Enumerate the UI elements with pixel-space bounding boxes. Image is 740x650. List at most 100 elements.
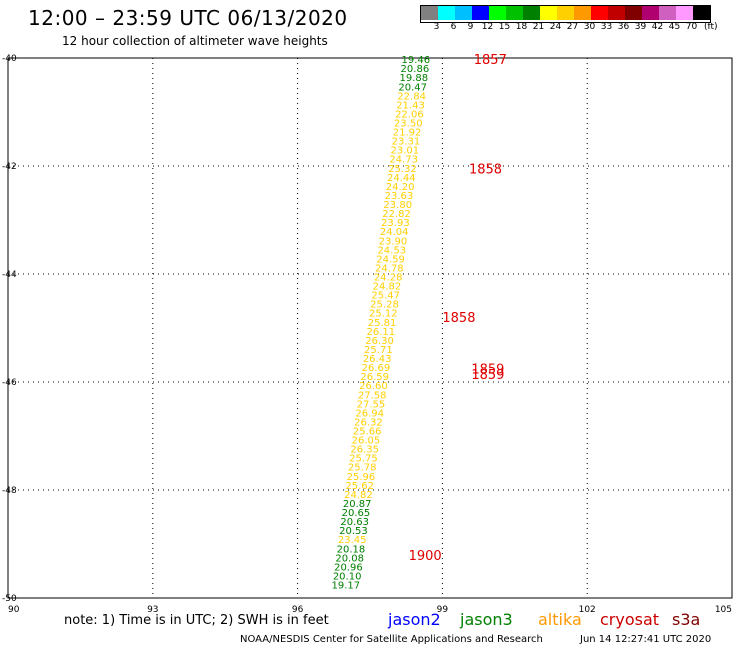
color-swatch — [489, 6, 506, 20]
wave-height-label: 27.55 — [357, 399, 386, 410]
color-scale-label: 45 — [668, 22, 681, 32]
map-tick-labels: 90 93 96 99 102 105 -40 -42 -44 -46 -48 -50 — [2, 54, 732, 615]
color-swatch — [523, 6, 540, 20]
wave-height-label: 20.53 — [339, 526, 368, 537]
color-swatch — [608, 6, 625, 20]
wave-height-label: 25.32 — [388, 164, 417, 175]
pass-time-label: 1859 — [471, 368, 504, 383]
wave-height-label: 25.62 — [345, 481, 374, 492]
color-scale-label: 30 — [583, 22, 596, 32]
wave-height-label: 22.06 — [395, 109, 424, 120]
satellite-legend-item: jason3 — [460, 610, 513, 629]
pass-time-label: 1900 — [409, 549, 442, 564]
wave-height-label: 25.66 — [353, 426, 382, 437]
wave-height-label: 26.59 — [360, 372, 389, 383]
latitude-tick-label: -40 — [2, 54, 17, 64]
wave-height-label: 22.84 — [397, 91, 426, 102]
wave-height-label: 20.47 — [398, 82, 427, 93]
satellite-legend-item: s3a — [672, 610, 701, 629]
wave-height-label: 25.71 — [364, 345, 393, 356]
longitude-tick-label: 93 — [147, 605, 158, 615]
wave-height-label: 24.53 — [377, 245, 406, 256]
wave-height-label: 20.86 — [401, 64, 430, 75]
wave-height-label: 24.04 — [380, 227, 409, 238]
color-swatch — [540, 6, 557, 20]
color-swatch — [421, 6, 438, 20]
wave-height-label: 20.63 — [340, 517, 369, 528]
wave-height-label: 23.45 — [338, 535, 367, 546]
pass-time-label: 1857 — [474, 53, 507, 68]
wave-height-label: 26.43 — [363, 354, 392, 365]
color-scale-label: 21 — [532, 22, 545, 32]
wave-height-label: 19.88 — [399, 73, 428, 84]
wave-height-label: 20.65 — [342, 508, 371, 519]
color-swatch — [574, 6, 591, 20]
satellite-legend-item: altika — [538, 610, 582, 629]
color-scale-unit: (ft) — [704, 22, 718, 32]
footer-note: note: 1) Time is in UTC; 2) SWH is in fe… — [64, 613, 329, 628]
color-swatch — [625, 6, 642, 20]
wave-height-label: 23.01 — [390, 146, 419, 157]
wave-height-label: 25.12 — [369, 309, 398, 320]
wave-height-label: 20.10 — [333, 571, 362, 582]
wave-height-label: 23.31 — [392, 137, 421, 148]
color-scale-label: 70 — [685, 22, 698, 32]
wave-height-label: 25.96 — [347, 472, 376, 483]
wave-height-label: 25.47 — [371, 291, 400, 302]
wave-height-label: 25.75 — [349, 454, 378, 465]
color-scale-label: 42 — [651, 22, 664, 32]
color-swatch — [591, 6, 608, 20]
longitude-tick-label: 90 — [8, 605, 20, 615]
wave-height-label: 26.94 — [355, 408, 384, 419]
latitude-tick-label: -42 — [2, 162, 17, 172]
color-scale-label: 36 — [617, 22, 630, 32]
wave-height-label: 24.44 — [387, 173, 416, 184]
wave-height-label: 23.63 — [385, 191, 414, 202]
map-frame — [7, 57, 733, 599]
wave-height-label: 26.60 — [359, 381, 388, 392]
altimeter-track: 19.4620.8619.8820.4722.8421.4322.0623.50… — [332, 55, 431, 591]
pass-time-label: 1858 — [469, 163, 502, 178]
pass-time-label: 1859 — [471, 363, 504, 378]
map-title: 12:00 – 23:59 UTC 06/13/2020 — [28, 6, 348, 30]
map-subtitle: 12 hour collection of altimeter wave hei… — [62, 34, 328, 48]
color-scale-label: 27 — [566, 22, 579, 32]
color-swatch — [472, 6, 489, 20]
wave-height-label: 20.87 — [343, 499, 372, 510]
latitude-tick-label: -46 — [2, 378, 17, 388]
wave-height-label: 24.82 — [344, 490, 373, 501]
color-swatch — [693, 6, 710, 20]
satellite-legend-item: cryosat — [600, 610, 660, 629]
wave-height-label: 27.58 — [358, 390, 387, 401]
wave-height-label: 25.28 — [370, 300, 399, 311]
wave-height-label: 25.78 — [348, 463, 377, 474]
wave-height-label: 23.90 — [379, 236, 408, 247]
wave-height-label: 24.28 — [374, 272, 403, 283]
wave-height-label: 21.92 — [393, 128, 422, 139]
wave-height-label: 24.78 — [375, 263, 404, 274]
latitude-tick-label: -44 — [2, 270, 17, 280]
color-scale-label: 18 — [515, 22, 528, 32]
wave-height-label: 19.46 — [402, 55, 431, 66]
satellite-legend-item: jason2 — [388, 610, 441, 629]
color-swatch — [557, 6, 574, 20]
wave-height-label: 20.96 — [334, 562, 363, 573]
wave-height-label: 22.82 — [382, 209, 411, 220]
longitude-tick-label: 96 — [292, 605, 304, 615]
color-swatch — [659, 6, 676, 20]
color-swatch — [438, 6, 455, 20]
wave-height-label: 20.08 — [335, 553, 364, 564]
wave-height-label: 26.35 — [350, 445, 379, 456]
color-scale-label: 33 — [600, 22, 613, 32]
generation-timestamp: Jun 14 12:27:41 UTC 2020 — [580, 634, 712, 645]
color-scale-label: 9 — [467, 22, 474, 32]
map-grid — [8, 58, 732, 598]
color-scale-label: 24 — [549, 22, 562, 32]
wave-height-label: 19.17 — [332, 581, 361, 592]
wave-height-label: 23.93 — [381, 218, 410, 229]
color-swatch — [676, 6, 693, 20]
color-scale-label: 15 — [498, 22, 511, 32]
wave-height-label: 20.18 — [337, 544, 366, 555]
